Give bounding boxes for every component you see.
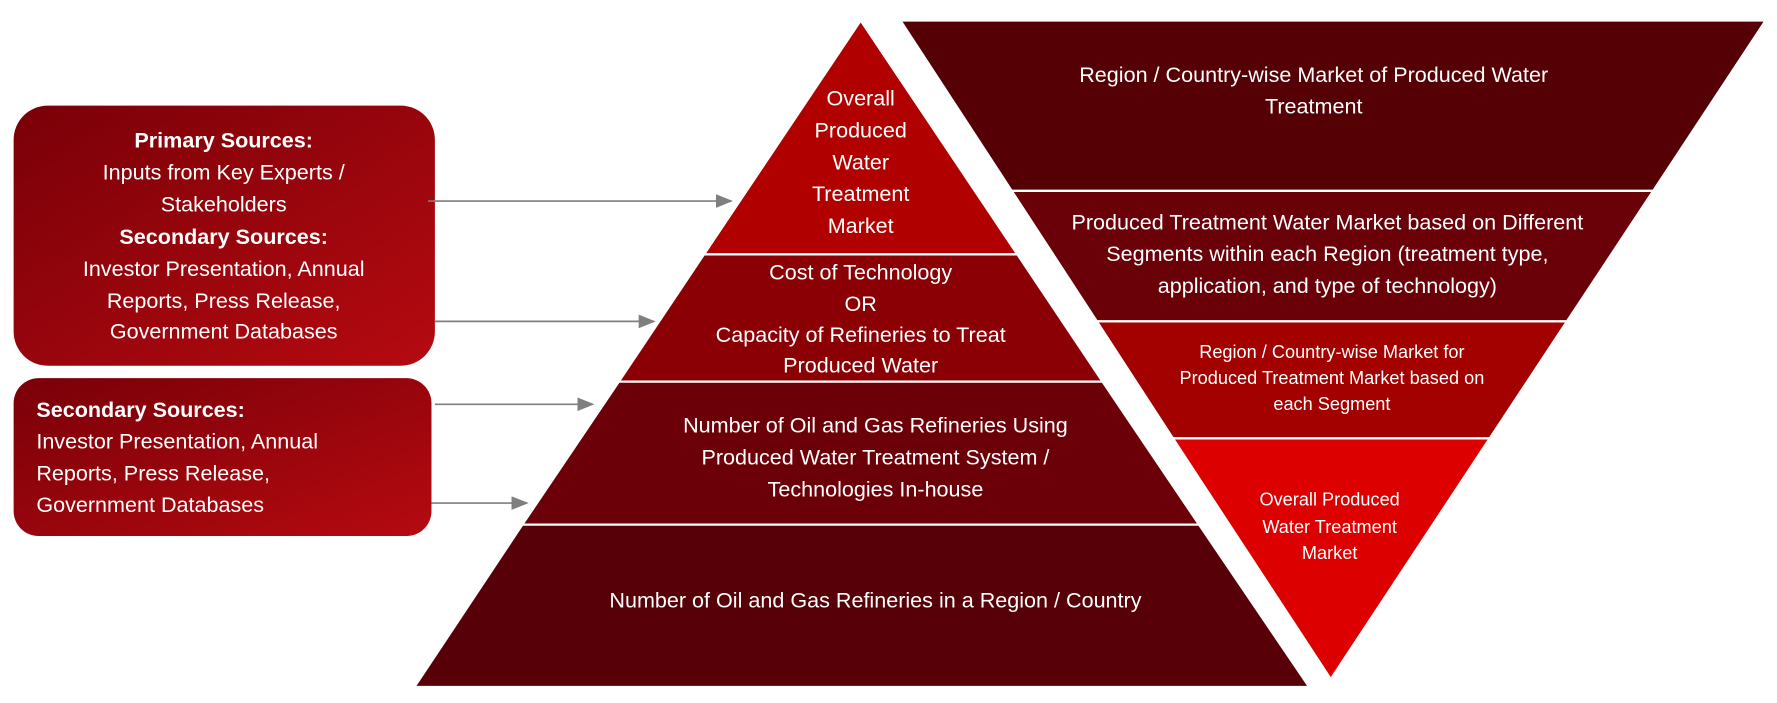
level-text: Region / Country-wise Market for [1199,342,1464,362]
source-text: Reports, Press Release, [107,288,341,313]
source-box [13,105,435,366]
level-text: Produced Treatment Market based on [1180,368,1485,388]
source-text: Government Databases [36,492,264,517]
arrows [428,194,733,510]
source-text: Secondary Sources: [119,224,328,249]
level-text: Cost of Technology [769,259,952,284]
level-text: OR [845,291,877,316]
source-text: Investor Presentation, Annual [36,429,318,454]
labels: Primary Sources: Inputs from Key Experts … [36,62,1583,613]
source-text: Investor Presentation, Annual [83,256,365,281]
source-text: Secondary Sources: [36,397,245,422]
level-text: Region / Country-wise Market of Produced… [1079,62,1548,87]
source-box [13,378,432,537]
level-text: Water Treatment [1262,517,1397,537]
source-text: Primary Sources: [134,128,313,153]
source-text: Reports, Press Release, [36,460,270,485]
level-text: Market [1302,543,1358,563]
pyramid-level [412,523,1312,689]
level-text: Number of Oil and Gas Refineries Using [683,413,1068,438]
source-text: Government Databases [110,318,338,343]
level-text: Number of Oil and Gas Refineries in a Re… [609,588,1141,613]
level-text: Produced Water Treatment System / [701,445,1049,470]
inverted-level [1170,437,1492,682]
level-text: Produced Water [783,353,938,378]
inverted-pyramid [898,19,1768,682]
level-text: Segments within each Region (treatment t… [1106,241,1548,266]
pyramid [412,18,1312,689]
level-text: Treatment [1265,94,1362,119]
level-text: Treatment [812,181,909,206]
level-text: Water [832,149,889,174]
level-text: Market [828,213,894,238]
level-text: Produced [815,117,907,142]
level-text: each Segment [1273,394,1390,414]
source-text: Stakeholders [161,191,287,216]
level-text: Capacity of Refineries to Treat [716,322,1006,347]
level-text: Technologies In-house [768,476,984,501]
level-text: Produced Treatment Water Market based on… [1071,209,1583,234]
level-text: Overall [827,86,895,111]
level-text: Overall Produced [1259,490,1399,510]
source-text: Inputs from Key Experts / [103,160,345,185]
level-text: application, and type of technology) [1158,273,1497,298]
